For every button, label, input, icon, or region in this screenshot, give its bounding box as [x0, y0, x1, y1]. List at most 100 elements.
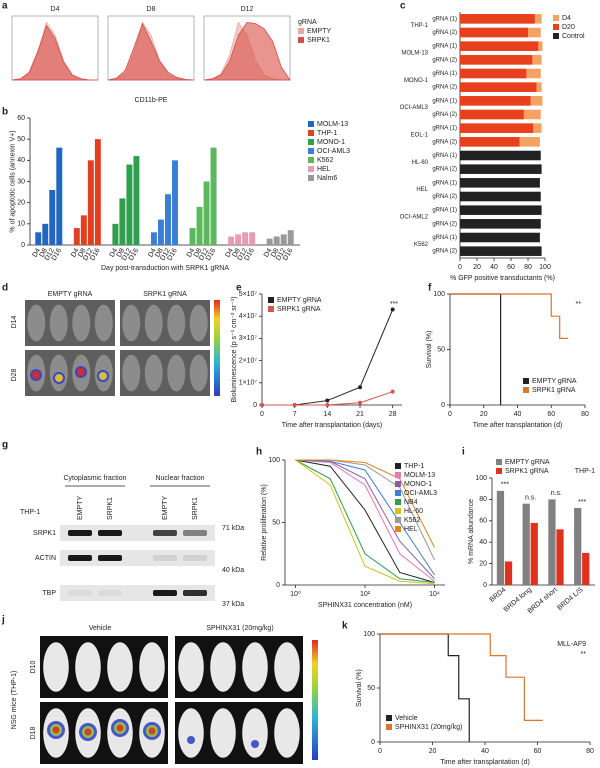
row-label: gRNA (2)	[432, 167, 457, 173]
y-tick-label: 100	[433, 291, 445, 298]
x-axis-label: % GFP positive transductants (%)	[450, 275, 555, 282]
y-tick-label: 0	[371, 739, 375, 746]
legend-swatch	[308, 139, 314, 145]
group-label: OCI-AML3	[400, 105, 429, 111]
mouse	[189, 304, 208, 342]
x-tick-label: D4	[224, 247, 235, 258]
group-label: MONO-1	[404, 78, 429, 84]
survival-curve	[450, 293, 569, 339]
bar	[460, 191, 541, 202]
mouse	[167, 304, 186, 342]
blot	[60, 585, 215, 601]
band	[98, 590, 122, 596]
x-axis-label: SPHINX31 concentration (nM)	[318, 602, 412, 609]
x-tick-label: 7	[293, 411, 297, 418]
label: THP-1	[20, 509, 40, 516]
mouse	[178, 708, 204, 758]
annotation: ***	[578, 499, 586, 506]
x-tick-label: 40	[481, 748, 489, 755]
row-label: D10	[30, 660, 37, 673]
histogram	[203, 21, 291, 81]
panel-letter: d	[2, 283, 8, 294]
bar	[87, 160, 94, 245]
mouse	[107, 642, 133, 692]
legend-label: SRPK1 gRNA	[532, 387, 576, 394]
bar	[196, 206, 203, 245]
bar	[460, 137, 520, 147]
mouse	[49, 304, 68, 342]
bar	[460, 109, 524, 120]
y-tick-label: 60	[17, 115, 25, 122]
band	[153, 590, 177, 596]
x-tick-label: BRD4 L/S	[556, 586, 585, 612]
legend-label: Nalm6	[317, 175, 337, 182]
signal	[77, 368, 85, 376]
x-tick-label: D4	[186, 247, 197, 258]
legend-label: MONO-1	[317, 139, 345, 146]
legend-label: MOLM-13	[317, 121, 348, 128]
legend-swatch	[268, 306, 274, 312]
legend-swatch	[553, 33, 559, 39]
legend-label: EMPTY gRNA	[532, 378, 577, 385]
legend-label: HEL	[317, 166, 331, 173]
y-tick-label: 40	[17, 157, 25, 164]
row-label: gRNA (2)	[432, 30, 457, 36]
y-tick-label: 20	[479, 560, 487, 567]
y-axis-label: Bioluminescence (p s⁻¹ cm⁻² sr⁻¹)	[231, 297, 238, 403]
band	[153, 555, 177, 561]
row-label: gRNA (1)	[432, 126, 457, 132]
bar	[460, 96, 531, 106]
x-tick-label: 28	[389, 411, 397, 418]
y-tick-label: 1×10⁷	[239, 380, 258, 387]
annotation: MLL-AF9	[557, 641, 586, 648]
bar	[249, 232, 256, 245]
annotation: ***	[390, 301, 398, 308]
row-label: gRNA (1)	[432, 180, 457, 186]
legend-swatch	[298, 37, 304, 43]
y-tick-label: 0	[253, 402, 257, 409]
bar	[56, 147, 63, 245]
y-tick-label: 100	[475, 475, 487, 482]
signal	[99, 372, 107, 380]
row-label: gRNA (1)	[432, 153, 457, 159]
line	[262, 309, 394, 406]
group-label: OCI-AML2	[400, 215, 429, 221]
mouse	[75, 642, 101, 692]
mouse	[144, 304, 163, 342]
bar	[157, 219, 164, 245]
bar	[266, 238, 273, 245]
bar	[460, 232, 540, 243]
x-tick-label: D4	[70, 247, 81, 258]
x-tick-label: 20	[480, 411, 488, 418]
y-axis-label: Survival (%)	[426, 331, 433, 369]
colorbar	[312, 640, 318, 760]
panel-letter: c	[400, 1, 406, 12]
x-tick-label: D8	[39, 247, 50, 258]
x-tick-label: 20	[473, 264, 481, 271]
label: SRPK1	[33, 530, 56, 537]
bar	[165, 194, 171, 245]
bar	[460, 14, 535, 24]
x-tick-label: 80	[581, 411, 589, 418]
panel-letter: b	[2, 107, 8, 118]
x-tick-label: D8	[231, 247, 242, 258]
bar	[287, 230, 294, 245]
legend-swatch	[395, 481, 401, 487]
legend-swatch	[395, 517, 401, 523]
line	[295, 459, 435, 585]
label: TBP	[42, 590, 56, 597]
group-label: MOLM-13	[401, 51, 428, 57]
bar	[49, 189, 56, 245]
annotation: ***	[501, 482, 509, 489]
legend-label: SRPK1 gRNA	[505, 468, 549, 475]
annotation: n.s.	[551, 490, 562, 497]
bar	[582, 552, 590, 585]
x-tick-label: 80	[524, 264, 532, 271]
band	[68, 530, 92, 536]
x-axis-label: Time after transplantation (days)	[282, 422, 383, 429]
legend-swatch	[386, 724, 392, 730]
x-tick-label: 10⁴	[429, 591, 440, 598]
band	[153, 530, 177, 536]
x-tick-label: 60	[507, 264, 515, 271]
legend-swatch	[298, 28, 304, 34]
